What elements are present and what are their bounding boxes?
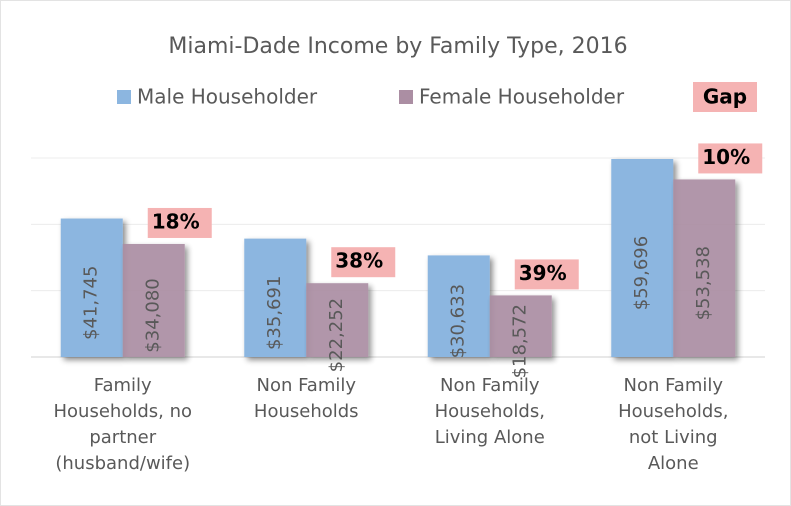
legend-label: Male Householder xyxy=(137,85,318,109)
legend-label: Female Householder xyxy=(419,85,625,109)
bar xyxy=(673,179,736,357)
legend-swatch xyxy=(117,90,131,104)
gap-label: 39% xyxy=(519,261,567,285)
bar xyxy=(427,255,490,357)
x-tick-label: Family Households, no partner (husband/w… xyxy=(53,375,193,474)
x-tick-label: Non Family Households, not Living Alone xyxy=(618,375,729,474)
gap-label: 10% xyxy=(702,145,750,169)
x-tick-label: Non Family Households xyxy=(253,375,359,422)
bar xyxy=(60,218,123,357)
bar-value-label: $30,633 xyxy=(448,284,469,358)
x-tick-label: Non Family Households, Living Alone xyxy=(434,375,545,448)
legend-swatch xyxy=(399,90,413,104)
legend-gap-label: Gap xyxy=(703,85,747,109)
bar xyxy=(611,159,674,357)
bar xyxy=(244,238,307,357)
gap-label: 38% xyxy=(335,249,383,273)
gap-box xyxy=(331,247,396,278)
gap-label: 18% xyxy=(152,209,200,233)
chart-title: Miami-Dade Income by Family Type, 2016 xyxy=(168,34,627,59)
bar-value-label: $53,538 xyxy=(693,246,714,320)
bar xyxy=(489,295,552,357)
bar-value-label: $59,696 xyxy=(631,236,652,310)
bar xyxy=(306,283,369,357)
bar-value-label: $41,745 xyxy=(81,266,102,340)
bar-value-label: $35,691 xyxy=(264,276,285,350)
bar-value-label: $18,572 xyxy=(510,304,531,378)
gap-box xyxy=(147,207,212,238)
bar-value-label: $22,252 xyxy=(326,298,347,372)
legend-gap-box xyxy=(693,82,757,112)
gap-box xyxy=(514,259,579,290)
bar xyxy=(122,243,185,357)
gap-box xyxy=(698,143,763,174)
bar-value-label: $34,080 xyxy=(143,278,164,352)
